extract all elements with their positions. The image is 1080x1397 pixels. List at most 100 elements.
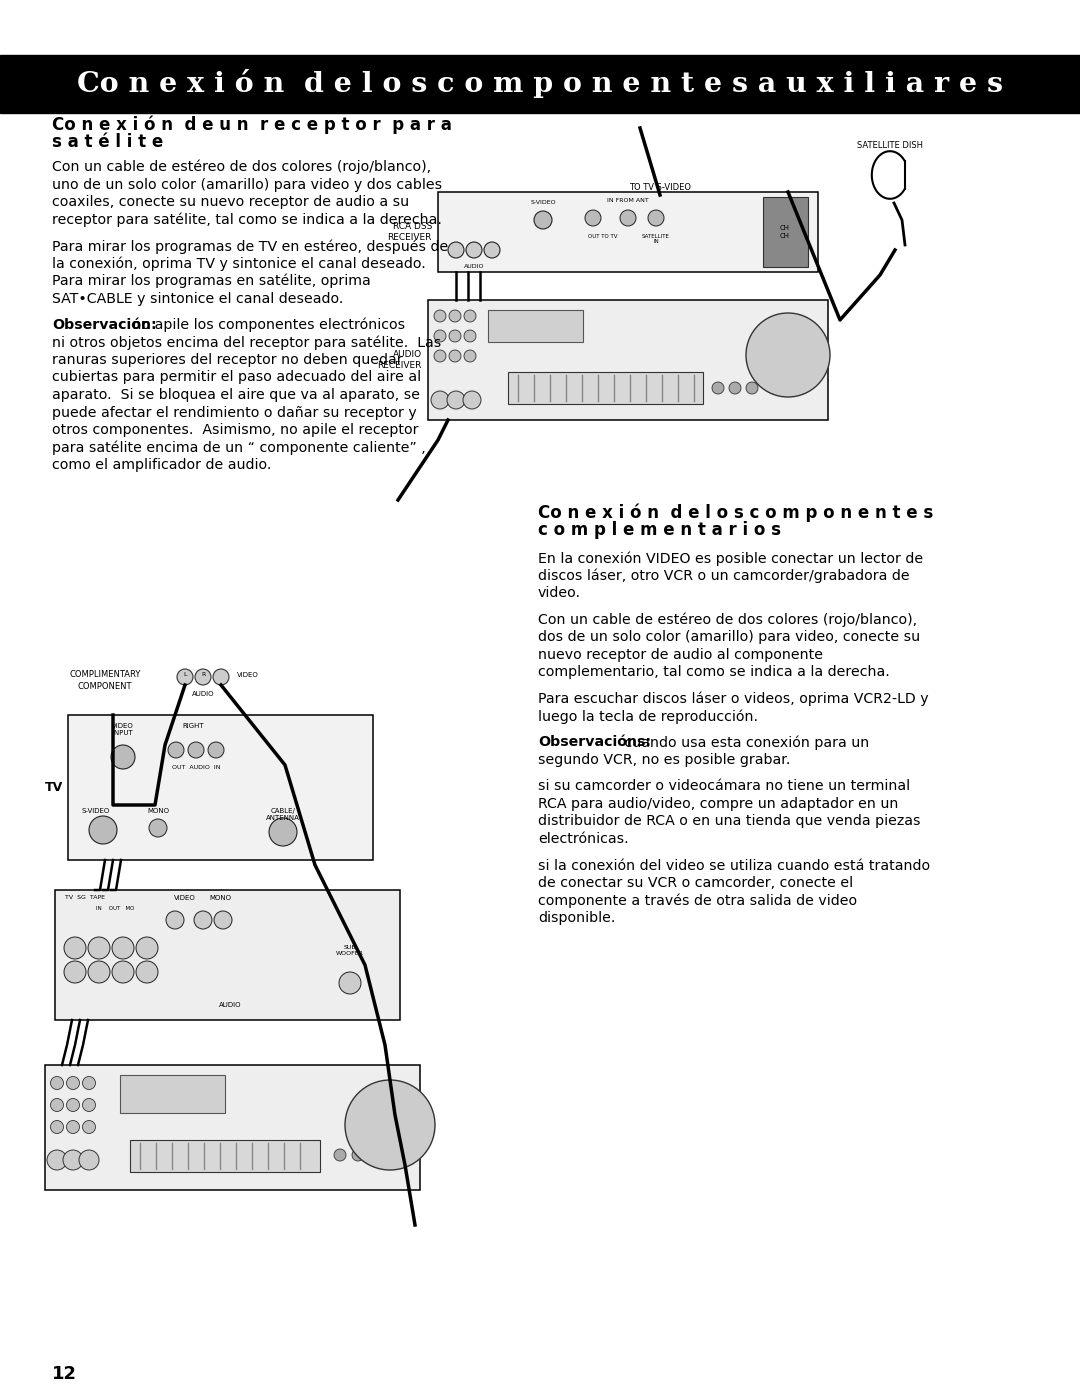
Bar: [45, 1065, 420, 1190]
Circle shape: [449, 351, 461, 362]
Circle shape: [188, 742, 204, 759]
Text: SATELLITE DISH: SATELLITE DISH: [858, 141, 923, 149]
Circle shape: [51, 1077, 64, 1090]
Circle shape: [449, 310, 461, 321]
Circle shape: [448, 242, 464, 258]
Circle shape: [79, 1150, 99, 1171]
Circle shape: [746, 313, 831, 397]
Circle shape: [585, 210, 600, 226]
Text: componente a través de otra salida de video: componente a través de otra salida de vi…: [538, 894, 858, 908]
Circle shape: [269, 819, 297, 847]
Text: aparato.  Si se bloquea el aire que va al aparato, se: aparato. Si se bloquea el aire que va al…: [52, 388, 420, 402]
Text: otros componentes.  Asimismo, no apile el receptor: otros componentes. Asimismo, no apile el…: [52, 423, 419, 437]
Circle shape: [87, 937, 110, 958]
Circle shape: [648, 210, 664, 226]
Circle shape: [136, 937, 158, 958]
Text: MONO: MONO: [210, 895, 231, 901]
Circle shape: [464, 351, 476, 362]
Circle shape: [194, 911, 212, 929]
Text: cubiertas para permitir el paso adecuado del aire al: cubiertas para permitir el paso adecuado…: [52, 370, 421, 384]
Text: ni otros objetos encima del receptor para satélite.  Las: ni otros objetos encima del receptor par…: [52, 335, 442, 351]
Text: Observación:: Observación:: [52, 319, 157, 332]
Text: Co n e x i ó n  d e l o s c o m p o n e n t e s: Co n e x i ó n d e l o s c o m p o n e n…: [538, 503, 933, 521]
Text: VIDEO: VIDEO: [237, 672, 259, 678]
Circle shape: [67, 1077, 80, 1090]
Text: RIGHT: RIGHT: [183, 724, 204, 729]
Circle shape: [82, 1077, 95, 1090]
Circle shape: [334, 1148, 346, 1161]
Text: RCA DSS
RECEIVER: RCA DSS RECEIVER: [388, 222, 432, 243]
Text: Con un cable de estéreo de dos colores (rojo/blanco),: Con un cable de estéreo de dos colores (…: [52, 161, 431, 175]
Text: AUDIO: AUDIO: [219, 1002, 241, 1009]
Circle shape: [434, 351, 446, 362]
Bar: [428, 300, 828, 420]
Circle shape: [434, 330, 446, 342]
Text: distribuidor de RCA o en una tienda que venda piezas: distribuidor de RCA o en una tienda que …: [538, 814, 920, 828]
Text: VIDEO
INPUT: VIDEO INPUT: [112, 724, 134, 736]
Text: CABLE/
ANTENNA: CABLE/ ANTENNA: [266, 807, 300, 821]
Text: si la conexión del video se utiliza cuando está tratando: si la conexión del video se utiliza cuan…: [538, 859, 930, 873]
Text: s a t é l i t e: s a t é l i t e: [52, 133, 163, 151]
Circle shape: [352, 1148, 364, 1161]
Circle shape: [177, 669, 193, 685]
Text: 12: 12: [52, 1365, 77, 1383]
Bar: [68, 715, 373, 861]
Circle shape: [464, 330, 476, 342]
Circle shape: [465, 242, 482, 258]
Text: VIDEO: VIDEO: [174, 895, 195, 901]
Text: Para mirar los programas en satélite, oprima: Para mirar los programas en satélite, op…: [52, 274, 370, 289]
Circle shape: [434, 310, 446, 321]
Text: Observacións:: Observacións:: [538, 735, 651, 750]
Text: OUT TO TV: OUT TO TV: [589, 235, 618, 239]
Text: para satélite encima de un “ componente caliente” ,: para satélite encima de un “ componente …: [52, 440, 426, 455]
Circle shape: [345, 1080, 435, 1171]
Circle shape: [64, 937, 86, 958]
Circle shape: [339, 972, 361, 995]
Text: SAT•CABLE y sintonice el canal deseado.: SAT•CABLE y sintonice el canal deseado.: [52, 292, 343, 306]
Circle shape: [111, 745, 135, 768]
Text: AUDIO
RECEIVER: AUDIO RECEIVER: [378, 349, 422, 370]
Circle shape: [63, 1150, 83, 1171]
Circle shape: [82, 1120, 95, 1133]
Text: nuevo receptor de audio al componente: nuevo receptor de audio al componente: [538, 647, 823, 662]
Text: como el amplificador de audio.: como el amplificador de audio.: [52, 458, 271, 472]
Text: CH
CH: CH CH: [780, 225, 789, 239]
Text: discos láser, otro VCR o un camcorder/grabadora de: discos láser, otro VCR o un camcorder/gr…: [538, 569, 909, 583]
Circle shape: [213, 669, 229, 685]
Circle shape: [208, 742, 224, 759]
Text: video.: video.: [538, 585, 581, 599]
Circle shape: [729, 381, 741, 394]
Text: AUDIO: AUDIO: [463, 264, 484, 270]
Text: la conexión, oprima TV y sintonice el canal deseado.: la conexión, oprima TV y sintonice el ca…: [52, 257, 426, 271]
Circle shape: [67, 1120, 80, 1133]
Text: luego la tecla de reproducción.: luego la tecla de reproducción.: [538, 710, 758, 724]
Bar: [438, 191, 818, 272]
Text: ranuras superiores del receptor no deben quedar: ranuras superiores del receptor no deben…: [52, 353, 403, 367]
Text: Co n e x i ó n  d e u n  r e c e p t o r  p a r a: Co n e x i ó n d e u n r e c e p t o r p…: [52, 115, 451, 134]
Circle shape: [464, 310, 476, 321]
Text: si su camcorder o videocámara no tiene un terminal: si su camcorder o videocámara no tiene u…: [538, 780, 910, 793]
Text: AUDIO: AUDIO: [192, 692, 214, 697]
Text: dos de un solo color (amarillo) para video, conecte su: dos de un solo color (amarillo) para vid…: [538, 630, 920, 644]
Text: de conectar su VCR o camcorder, conecte el: de conectar su VCR o camcorder, conecte …: [538, 876, 853, 890]
Text: MONO: MONO: [147, 807, 168, 814]
Circle shape: [51, 1120, 64, 1133]
Bar: [55, 890, 400, 1020]
Circle shape: [136, 961, 158, 983]
Circle shape: [166, 911, 184, 929]
Text: complementario, tal como se indica a la derecha.: complementario, tal como se indica a la …: [538, 665, 890, 679]
Circle shape: [51, 1098, 64, 1112]
Text: coaxiles, conecte su nuevo receptor de audio a su: coaxiles, conecte su nuevo receptor de a…: [52, 196, 409, 210]
Circle shape: [214, 911, 232, 929]
Text: no apile los componentes electrónicos: no apile los componentes electrónicos: [127, 319, 405, 332]
Text: electrónicas.: electrónicas.: [538, 833, 629, 847]
Text: Con un cable de estéreo de dos colores (rojo/blanco),: Con un cable de estéreo de dos colores (…: [538, 612, 917, 627]
Text: OUT  AUDIO  IN: OUT AUDIO IN: [172, 766, 220, 770]
Circle shape: [112, 937, 134, 958]
Text: SUB
WOOFER: SUB WOOFER: [336, 944, 364, 956]
Bar: [0, 54, 1080, 113]
Text: receptor para satélite, tal como se indica a la derecha.: receptor para satélite, tal como se indi…: [52, 212, 442, 226]
Text: IN    OUT   MO: IN OUT MO: [96, 907, 134, 911]
Circle shape: [712, 381, 724, 394]
Bar: [130, 1140, 320, 1172]
